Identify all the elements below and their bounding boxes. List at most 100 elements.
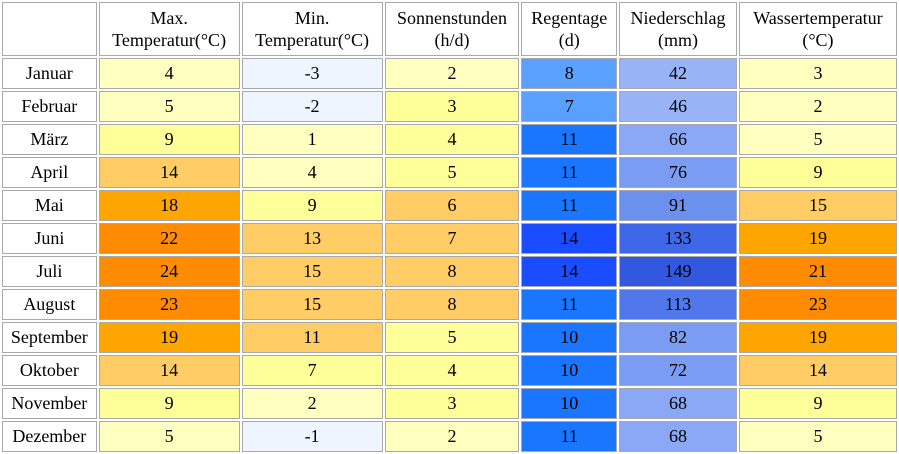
table-row: Mai 18 9 6 11 91 15	[2, 190, 897, 221]
header-row: Max. Temperatur(°C) Min. Temperatur(°C) Sonn…	[2, 2, 897, 56]
value-cell-precipitation: 42	[619, 58, 737, 89]
value-cell-sun-hours: 5	[384, 322, 520, 353]
value-cell-max-temp: 22	[98, 223, 240, 254]
value-cell-precipitation: 91	[619, 190, 737, 221]
table-row: September 19 11 5 10 82 19	[2, 322, 897, 353]
value-cell-min-temp: -3	[241, 58, 383, 89]
column-header-line2: (h/d)	[434, 30, 470, 50]
value-cell-precipitation: 82	[619, 322, 737, 353]
value-cell-rain-days: 11	[521, 289, 618, 320]
value-cell-precipitation: 68	[619, 388, 737, 419]
value-cell-sun-hours: 5	[384, 157, 520, 188]
value-cell-water-temp: 14	[738, 355, 897, 386]
value-cell-min-temp: 11	[241, 322, 383, 353]
month-label: Mai	[2, 190, 97, 221]
value-cell-rain-days: 10	[521, 388, 618, 419]
column-header-water-temp: Wassertemperatur (°C)	[738, 2, 897, 56]
table-row: Oktober 14 7 4 10 72 14	[2, 355, 897, 386]
value-cell-max-temp: 9	[98, 388, 240, 419]
value-cell-min-temp: -2	[241, 91, 383, 122]
value-cell-sun-hours: 7	[384, 223, 520, 254]
table-row: Januar 4 -3 2 8 42 3	[2, 58, 897, 89]
value-cell-min-temp: 7	[241, 355, 383, 386]
table-row: Juli 24 15 8 14 149 21	[2, 256, 897, 287]
value-cell-water-temp: 23	[738, 289, 897, 320]
value-cell-precipitation: 133	[619, 223, 737, 254]
value-cell-min-temp: -1	[241, 421, 383, 452]
value-cell-rain-days: 11	[521, 124, 618, 155]
month-label: Januar	[2, 58, 97, 89]
value-cell-max-temp: 23	[98, 289, 240, 320]
value-cell-sun-hours: 8	[384, 256, 520, 287]
value-cell-max-temp: 18	[98, 190, 240, 221]
value-cell-water-temp: 19	[738, 223, 897, 254]
table-row: Juni 22 13 7 14 133 19	[2, 223, 897, 254]
value-cell-rain-days: 14	[521, 223, 618, 254]
value-cell-water-temp: 5	[738, 421, 897, 452]
month-label: Februar	[2, 91, 97, 122]
month-label: Dezember	[2, 421, 97, 452]
value-cell-water-temp: 9	[738, 388, 897, 419]
value-cell-water-temp: 21	[738, 256, 897, 287]
column-header-line2: (mm)	[657, 30, 698, 50]
value-cell-min-temp: 2	[241, 388, 383, 419]
table-row: Dezember 5 -1 2 11 68 5	[2, 421, 897, 452]
value-cell-water-temp: 3	[738, 58, 897, 89]
value-cell-rain-days: 10	[521, 322, 618, 353]
value-cell-water-temp: 15	[738, 190, 897, 221]
month-label: April	[2, 157, 97, 188]
value-cell-precipitation: 113	[619, 289, 737, 320]
value-cell-max-temp: 14	[98, 355, 240, 386]
value-cell-min-temp: 9	[241, 190, 383, 221]
value-cell-precipitation: 76	[619, 157, 737, 188]
month-label: August	[2, 289, 97, 320]
value-cell-sun-hours: 3	[384, 388, 520, 419]
column-header-line1: Regentage	[531, 8, 608, 28]
value-cell-max-temp: 5	[98, 91, 240, 122]
value-cell-precipitation: 72	[619, 355, 737, 386]
corner-cell	[2, 2, 97, 56]
value-cell-max-temp: 9	[98, 124, 240, 155]
value-cell-water-temp: 2	[738, 91, 897, 122]
value-cell-max-temp: 5	[98, 421, 240, 452]
value-cell-precipitation: 149	[619, 256, 737, 287]
value-cell-min-temp: 4	[241, 157, 383, 188]
column-header-min-temp: Min. Temperatur(°C)	[241, 2, 383, 56]
value-cell-max-temp: 19	[98, 322, 240, 353]
value-cell-precipitation: 66	[619, 124, 737, 155]
column-header-line2: (d)	[558, 30, 580, 50]
column-header-line1: Niederschlag	[630, 8, 726, 28]
month-label: November	[2, 388, 97, 419]
value-cell-rain-days: 8	[521, 58, 618, 89]
month-label: März	[2, 124, 97, 155]
table-row: August 23 15 8 11 113 23	[2, 289, 897, 320]
value-cell-precipitation: 46	[619, 91, 737, 122]
value-cell-rain-days: 10	[521, 355, 618, 386]
value-cell-water-temp: 5	[738, 124, 897, 155]
column-header-line1: Wassertemperatur	[753, 8, 883, 28]
month-label: September	[2, 322, 97, 353]
value-cell-sun-hours: 2	[384, 58, 520, 89]
table-row: Februar 5 -2 3 7 46 2	[2, 91, 897, 122]
table-body: Januar 4 -3 2 8 42 3 Februar 5 -2 3 7 46 2 März 9 1 4 11 66…	[2, 58, 897, 452]
value-cell-sun-hours: 6	[384, 190, 520, 221]
column-header-line2: Temperatur(°C)	[255, 30, 370, 50]
column-header-line2: (°C)	[802, 30, 834, 50]
column-header-rain-days: Regentage (d)	[521, 2, 618, 56]
value-cell-max-temp: 4	[98, 58, 240, 89]
value-cell-rain-days: 11	[521, 190, 618, 221]
table-row: November 9 2 3 10 68 9	[2, 388, 897, 419]
value-cell-rain-days: 14	[521, 256, 618, 287]
value-cell-sun-hours: 2	[384, 421, 520, 452]
value-cell-max-temp: 14	[98, 157, 240, 188]
column-header-precipitation: Niederschlag (mm)	[619, 2, 737, 56]
table-row: April 14 4 5 11 76 9	[2, 157, 897, 188]
column-header-max-temp: Max. Temperatur(°C)	[98, 2, 240, 56]
column-header-line2: Temperatur(°C)	[112, 30, 227, 50]
value-cell-min-temp: 15	[241, 256, 383, 287]
column-header-line1: Max.	[150, 8, 188, 28]
value-cell-min-temp: 15	[241, 289, 383, 320]
value-cell-min-temp: 13	[241, 223, 383, 254]
column-header-line1: Sonnenstunden	[397, 8, 507, 28]
